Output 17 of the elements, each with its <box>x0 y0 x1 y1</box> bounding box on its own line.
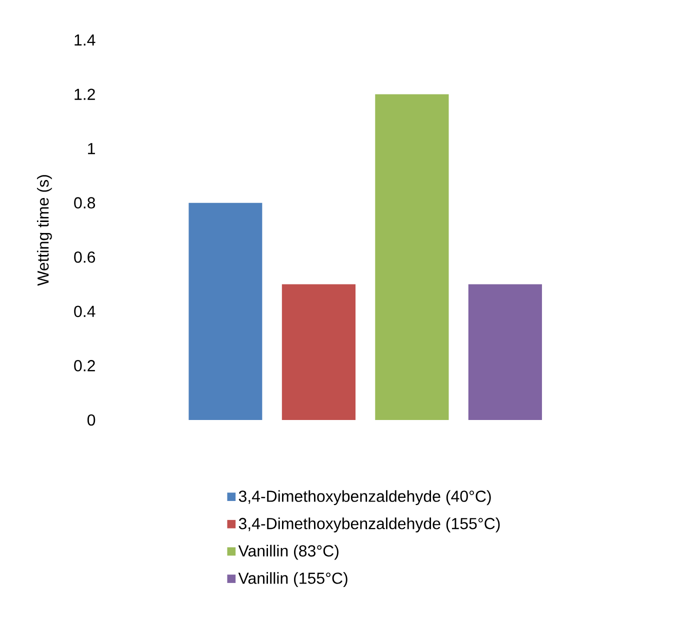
bar <box>375 94 449 420</box>
y-tick-label: 0.8 <box>74 197 96 208</box>
y-tick-label: 0.6 <box>74 251 96 263</box>
y-tick-label: 1.4 <box>74 34 96 46</box>
y-tick-label: 0 <box>87 414 96 426</box>
legend-label: Vanillin (155°C) <box>238 572 348 587</box>
bar <box>188 202 262 420</box>
bar <box>282 284 356 420</box>
legend-label: 3,4-Dimethoxybenzaldehyde (155°C) <box>238 517 500 532</box>
y-tick-label: 0.4 <box>74 306 96 317</box>
bar <box>468 284 542 420</box>
legend-label: Vanillin (83°C) <box>238 544 338 560</box>
legend-label: 3,4-Dimethoxybenzaldehyde (40°C) <box>238 490 491 505</box>
y-tick-label: 0.2 <box>74 360 95 372</box>
y-tick-label: 1 <box>88 142 95 154</box>
y-axis-title: Wetting time (s) <box>36 174 52 286</box>
y-tick-label: 1.2 <box>74 88 95 100</box>
